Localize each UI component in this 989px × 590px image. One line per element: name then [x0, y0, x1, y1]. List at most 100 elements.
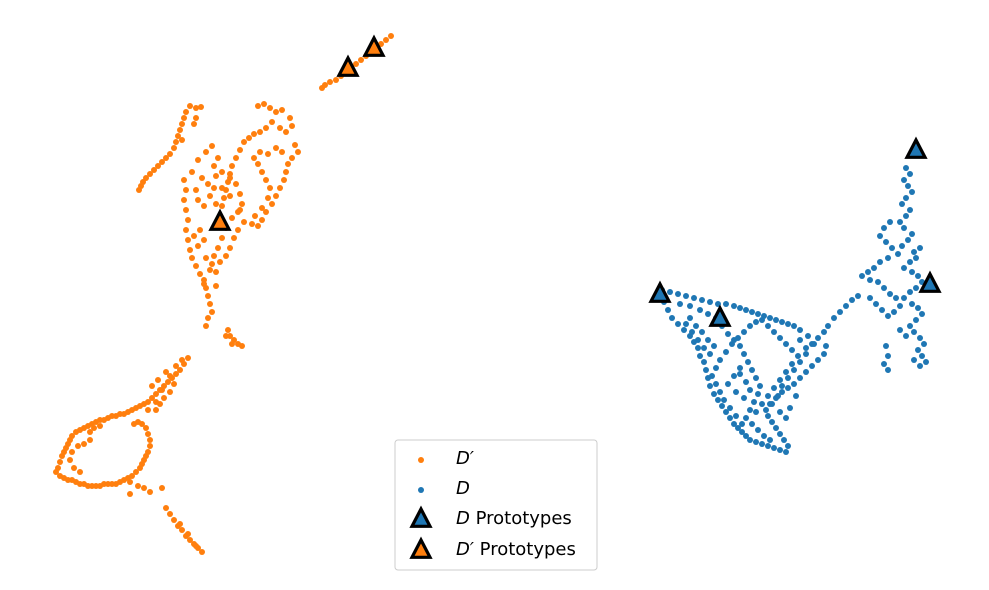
- series-0-point-15: [187, 103, 193, 109]
- series-1-point-164: [727, 405, 733, 411]
- series-0-point-33: [193, 105, 199, 111]
- series-0-point-49: [237, 147, 243, 153]
- series-1-point-135: [779, 389, 785, 395]
- series-1-point-32: [921, 341, 927, 347]
- series-1-point-80: [691, 295, 697, 301]
- series-1-point-92: [773, 317, 779, 323]
- series-0-point-45: [257, 129, 263, 135]
- series-0-point-221: [145, 431, 151, 437]
- series-0-point-6: [358, 57, 364, 63]
- series-0-point-147: [205, 315, 211, 321]
- series-1-point-140: [809, 363, 815, 369]
- series-0-point-91: [183, 227, 189, 233]
- series-0-point-94: [189, 255, 195, 261]
- series-1-point-41: [883, 239, 889, 245]
- series-1-point-127: [781, 437, 787, 443]
- series-1-point-9: [897, 219, 903, 225]
- series-1-point-221: [775, 393, 781, 399]
- series-1-point-56: [885, 313, 891, 319]
- series-1-point-186: [777, 377, 783, 383]
- series-1-point-196: [693, 323, 699, 329]
- series-0-point-161: [165, 379, 171, 385]
- series-1-point-39: [881, 225, 887, 231]
- series-3-prototype-marker-1: [336, 54, 360, 77]
- series-0-point-164: [153, 391, 159, 397]
- series-1-point-165: [721, 397, 727, 403]
- series-0-point-113: [209, 143, 215, 149]
- series-0-point-38: [255, 103, 261, 109]
- series-0-point-250: [127, 479, 133, 485]
- series-0-point-138: [213, 173, 219, 179]
- series-0-point-19: [177, 127, 183, 133]
- series-1-point-53: [893, 295, 899, 301]
- series-0-point-260: [179, 527, 185, 533]
- series-0-point-106: [213, 201, 219, 207]
- series-0-point-50: [233, 155, 239, 161]
- series-0-point-148: [203, 323, 209, 329]
- series-0-point-80: [255, 161, 261, 167]
- series-1-point-31: [917, 335, 923, 341]
- series-1-point-101: [681, 327, 687, 333]
- series-1-point-24: [901, 295, 907, 301]
- series-0-point-136: [227, 193, 233, 199]
- series-0-point-265: [199, 549, 205, 555]
- series-1-point-225: [787, 405, 793, 411]
- series-1-point-12: [905, 237, 911, 243]
- series-1-point-143: [823, 343, 829, 349]
- series-0-point-235: [163, 369, 169, 375]
- series-0-point-267: [185, 531, 191, 537]
- series-1-point-46: [871, 265, 877, 271]
- series-0-point-146: [213, 283, 219, 289]
- series-0-point-72: [255, 223, 261, 229]
- series-0-point-58: [289, 123, 295, 129]
- prototypes-layer: [208, 34, 942, 327]
- series-1-point-49: [867, 277, 873, 283]
- series-1-point-88: [749, 309, 755, 315]
- series-0-point-117: [227, 175, 233, 181]
- series-0-point-100: [207, 301, 213, 307]
- series-1-point-109: [707, 383, 713, 389]
- series-1-point-125: [783, 449, 789, 455]
- series-0-point-23: [167, 151, 173, 157]
- series-1-point-172: [729, 341, 735, 347]
- series-1-point-1: [907, 171, 913, 177]
- series-0-point-61: [292, 142, 298, 148]
- series-1-point-193: [761, 433, 767, 439]
- series-0-point-266: [193, 543, 199, 549]
- series-2-prototype-marker-3: [708, 304, 732, 327]
- series-0-point-103: [205, 181, 211, 187]
- series-1-point-197: [699, 329, 705, 335]
- series-1-point-195: [687, 315, 693, 321]
- series-0-point-156: [185, 355, 191, 361]
- series-1-point-2: [901, 177, 907, 183]
- series-1-point-126: [785, 443, 791, 449]
- series-0-point-249: [97, 423, 103, 429]
- series-1-point-171: [723, 349, 729, 355]
- legend-label-1: D: [456, 478, 470, 499]
- series-0-point-1: [383, 37, 389, 43]
- legend-marker-1: [418, 487, 424, 493]
- series-1-point-131: [765, 413, 771, 419]
- series-0-point-126: [211, 253, 217, 259]
- series-0-point-43: [269, 119, 275, 125]
- series-0-point-220: [147, 437, 153, 443]
- series-0-point-78: [263, 177, 269, 183]
- series-0-point-40: [267, 105, 273, 111]
- series-0-point-122: [229, 215, 235, 221]
- series-1-point-123: [771, 445, 777, 451]
- series-1-point-28: [913, 317, 919, 323]
- series-1-point-179: [771, 329, 777, 335]
- series-1-point-130: [769, 419, 775, 425]
- series-1-point-10: [901, 225, 907, 231]
- series-1-point-81: [699, 297, 705, 303]
- series-1-point-169: [713, 365, 719, 371]
- series-1-point-29: [907, 323, 913, 329]
- series-1-point-64: [897, 327, 903, 333]
- series-1-point-54: [897, 303, 903, 309]
- series-1-point-226: [793, 393, 799, 399]
- series-1-point-168: [709, 373, 715, 379]
- series-0-point-12: [327, 79, 333, 85]
- series-1-point-75: [803, 345, 809, 351]
- series-1-point-48: [859, 273, 865, 279]
- series-1-point-18: [901, 265, 907, 271]
